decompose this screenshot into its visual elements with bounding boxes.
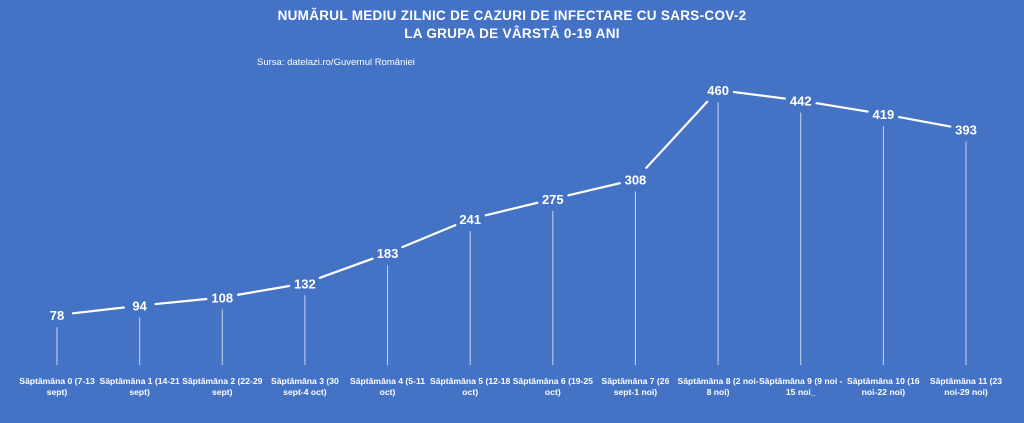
category-label-line: Săptămâna 7 (26 <box>602 376 670 386</box>
data-label: 94 <box>132 299 147 314</box>
series-line-segment <box>645 100 709 169</box>
series-line-segment <box>236 284 291 296</box>
chart-source: Sursa: datelazi.ro/Guvernul României <box>257 57 415 68</box>
data-label: 460 <box>707 83 729 98</box>
category-label: Săptămâna 8 (2 noi-8 noi) <box>677 376 758 397</box>
series-line-segment <box>732 90 786 100</box>
category-label-line: oct) <box>380 387 396 397</box>
category-label-line: sept-1 noi) <box>614 387 658 397</box>
series-line-segment <box>71 306 125 315</box>
series-line-segment <box>567 182 621 197</box>
category-label-line: Săptămâna 8 (2 noi- <box>677 376 758 386</box>
data-label: 241 <box>459 212 481 227</box>
category-label-line: sept) <box>47 387 68 397</box>
category-labels-group: Săptămâna 0 (7-13 sept)Săptămâna 1 (14-21… <box>19 376 1002 397</box>
data-label: 393 <box>955 122 977 137</box>
category-label-line: 8 noi) <box>707 387 730 397</box>
category-label: Săptămâna 7 (26 sept-1 noi) <box>602 376 670 397</box>
category-label: Săptămâna 2 (22-29 sept) <box>182 376 262 397</box>
category-label-line: oct) <box>545 387 561 397</box>
data-label: 308 <box>625 173 647 188</box>
data-label: 132 <box>294 276 316 291</box>
category-label-line: Săptămâna 3 (30 <box>271 376 339 386</box>
category-label-line: oct) <box>462 387 478 397</box>
chart-title-line-1: NUMĂRUL MEDIU ZILNIC DE CAZURI DE INFECT… <box>278 8 747 23</box>
category-label: Săptămâna 6 (19-25 oct) <box>513 376 593 397</box>
data-label: 419 <box>873 107 895 122</box>
series-line-segment <box>897 115 952 128</box>
series-line-segment <box>815 102 869 113</box>
category-label-line: Săptămâna 10 (16 <box>847 376 920 386</box>
category-label-line: 15 noi_ <box>786 387 816 397</box>
category-label-line: noi-22 noi) <box>862 387 906 397</box>
category-label-line: noi-29 noi) <box>944 387 988 397</box>
drop-lines-group <box>56 102 967 365</box>
category-label: Săptămâna 11 (23 noi-29 noi) <box>930 376 1002 397</box>
category-label-line: sept) <box>129 387 150 397</box>
category-label-line: Săptămâna 1 (14-21 <box>100 376 180 386</box>
category-label-line: sept-4 oct) <box>283 387 327 397</box>
category-label-line: Săptămâna 2 (22-29 <box>182 376 262 386</box>
category-label: Săptămâna 5 (12-18 oct) <box>430 376 510 397</box>
category-label-line: sept) <box>212 387 233 397</box>
category-label-line: Săptămâna 0 (7-13 <box>19 376 95 386</box>
category-label-line: Săptămâna 4 (5-11 <box>350 376 425 386</box>
data-label: 275 <box>542 192 564 207</box>
series-line-segment <box>154 297 208 306</box>
category-label: Săptămâna 4 (5-11 oct) <box>350 376 425 397</box>
category-label-line: Săptămâna 6 (19-25 <box>513 376 593 386</box>
data-label: 183 <box>377 246 399 261</box>
category-label-line: Săptămâna 9 (9 noi - <box>759 376 843 386</box>
category-label: Săptămâna 9 (9 noi -15 noi_ <box>759 376 843 397</box>
category-label: Săptămâna 1 (14-21 sept) <box>100 376 180 397</box>
series-line-group <box>71 90 952 315</box>
data-labels-group: 78 94 108 132 183 241 275 308 460 442 419 393 <box>50 83 977 323</box>
category-label: Săptămâna 3 (30 sept-4 oct) <box>271 376 339 397</box>
data-label: 442 <box>790 94 812 109</box>
chart-title-line-2: LA GRUPA DE VÂRSTĂ 0-19 ANI <box>404 26 620 41</box>
category-label: Săptămâna 10 (16 noi-22 noi) <box>847 376 920 397</box>
category-label-line: Săptămâna 5 (12-18 <box>430 376 510 386</box>
category-label: Săptămâna 0 (7-13 sept) <box>19 376 95 397</box>
category-label-line: Săptămâna 11 (23 <box>930 376 1002 386</box>
series-line-segment <box>401 224 457 249</box>
series-line-segment <box>318 257 374 279</box>
series-line-segment <box>484 201 539 217</box>
data-label: 78 <box>50 308 64 323</box>
data-label: 108 <box>211 290 233 305</box>
